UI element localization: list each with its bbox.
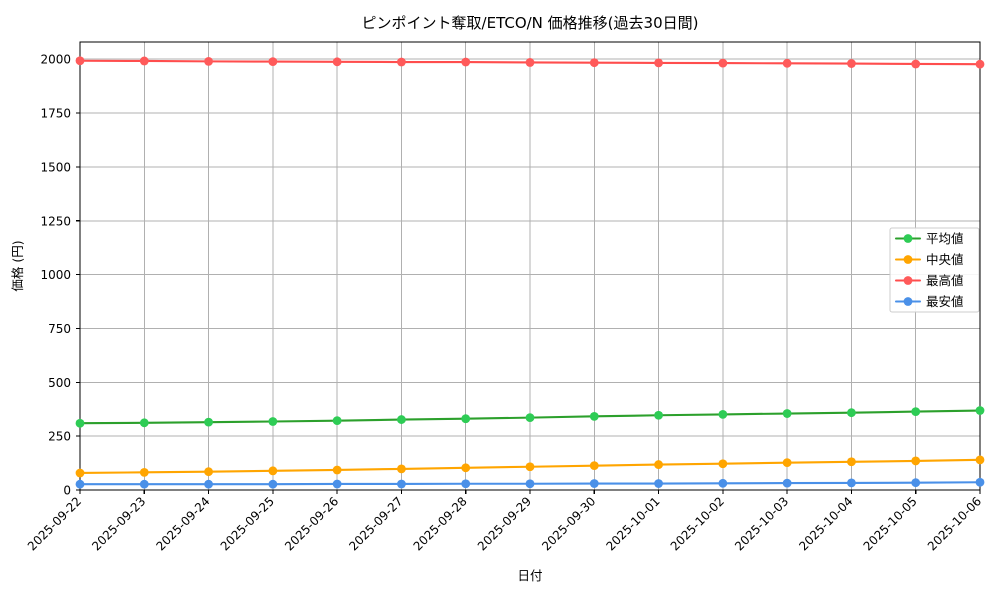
data-point — [461, 463, 471, 473]
legend-item-1[interactable]: 平均値 — [894, 231, 964, 246]
data-point — [718, 58, 728, 68]
legend-swatch-marker — [903, 255, 913, 264]
data-point — [589, 461, 599, 471]
data-point — [718, 478, 728, 488]
data-point — [654, 58, 663, 68]
data-point — [332, 465, 342, 475]
legend-label: 平均値 — [926, 231, 964, 246]
legend-item-4[interactable]: 最安値 — [894, 294, 964, 309]
y-tick-label: 0 — [63, 484, 71, 498]
legend-label: 最安値 — [926, 294, 964, 309]
data-point — [204, 417, 213, 427]
data-point — [332, 479, 342, 489]
chart-title: ピンポイント奪取/ETCO/N 価格推移(過去30日間) — [362, 14, 699, 32]
data-point — [525, 58, 535, 67]
data-point — [461, 57, 471, 67]
data-point — [589, 411, 599, 421]
data-point — [139, 56, 149, 66]
data-point — [975, 406, 985, 415]
x-axis-label: 日付 — [517, 568, 542, 583]
data-point — [75, 468, 85, 478]
data-point — [525, 479, 535, 489]
data-point — [847, 457, 856, 467]
legend-item-3[interactable]: 最高値 — [894, 273, 964, 288]
y-tick-label: 250 — [48, 430, 71, 444]
data-point — [75, 479, 85, 489]
y-axis-label: 価格 (円) — [10, 240, 25, 291]
data-point — [204, 56, 213, 66]
data-point — [847, 478, 856, 488]
series-layer — [75, 56, 985, 489]
plot-border — [79, 41, 981, 491]
data-point — [654, 479, 663, 488]
y-axis-ticks: 0 250 500 750 1000 1250 1500 1750 2000 — [40, 53, 80, 498]
legend-label: 最高値 — [926, 273, 964, 288]
y-tick-label: 1250 — [40, 214, 71, 228]
data-point — [75, 418, 85, 428]
data-point — [718, 459, 728, 469]
legend-swatch-marker — [903, 234, 913, 243]
series-2 — [75, 455, 985, 478]
data-point — [139, 418, 149, 428]
data-point — [461, 479, 471, 489]
legend-label: 中央値 — [926, 252, 964, 267]
data-point — [139, 467, 149, 477]
data-point — [847, 408, 856, 418]
data-point — [911, 59, 921, 69]
data-point — [975, 59, 985, 69]
data-point — [525, 462, 535, 472]
y-tick-label: 750 — [48, 322, 71, 336]
data-point — [332, 416, 342, 426]
data-point — [847, 59, 856, 68]
data-point — [461, 414, 471, 424]
series-3 — [75, 56, 985, 69]
legend-item-2[interactable]: 中央値 — [894, 252, 964, 267]
data-point — [204, 467, 213, 477]
data-point — [911, 478, 921, 488]
data-point — [975, 477, 985, 487]
data-point — [589, 479, 599, 488]
y-tick-label: 1750 — [40, 107, 71, 121]
data-point — [268, 479, 278, 489]
data-point — [75, 56, 85, 66]
y-tick-label: 1000 — [40, 268, 71, 282]
y-tick-label: 500 — [48, 376, 71, 390]
data-point — [268, 57, 278, 66]
data-point — [911, 456, 921, 466]
data-point — [911, 407, 921, 416]
data-point — [782, 58, 792, 68]
series-4 — [75, 477, 985, 489]
data-point — [654, 410, 663, 420]
data-point — [782, 409, 792, 418]
data-point — [397, 415, 406, 424]
data-point — [397, 57, 406, 67]
data-point — [975, 455, 985, 465]
y-tick-label: 1500 — [40, 160, 71, 174]
data-point — [397, 464, 406, 474]
data-point — [782, 478, 792, 488]
legend-swatch-marker — [903, 297, 913, 306]
data-point — [654, 460, 663, 469]
data-point — [268, 417, 278, 426]
data-point — [139, 479, 149, 489]
data-point — [718, 410, 728, 419]
series-1 — [75, 406, 985, 428]
data-point — [782, 458, 792, 468]
data-point — [525, 413, 535, 423]
data-point — [589, 58, 599, 68]
data-point — [332, 57, 342, 67]
data-point — [204, 479, 213, 489]
legend-swatch-marker — [903, 276, 913, 285]
y-tick-label: 2000 — [40, 53, 71, 67]
data-point — [397, 479, 406, 489]
data-point — [268, 466, 278, 476]
